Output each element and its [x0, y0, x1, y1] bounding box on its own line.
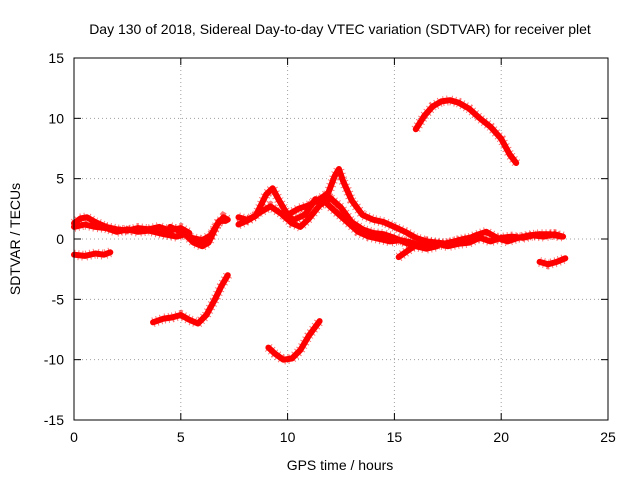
- chart-title: Day 130 of 2018, Sidereal Day-to-day VTE…: [89, 21, 591, 37]
- data-series-markers-s6: [237, 157, 471, 249]
- x-tick-label: 10: [280, 429, 296, 445]
- y-tick-label: 5: [56, 171, 64, 187]
- y-tick-label: -10: [44, 352, 64, 368]
- y-tick-label: 15: [48, 50, 64, 66]
- data-series-markers-s10: [264, 318, 324, 365]
- y-axis-label: SDTVAR / TECUs: [7, 183, 23, 295]
- x-tick-label: 0: [70, 429, 78, 445]
- x-tick-label: 15: [387, 429, 403, 445]
- data-series-s3: [167, 217, 229, 244]
- x-axis-label: GPS time / hours: [287, 457, 394, 473]
- y-tick-label: 10: [48, 110, 64, 126]
- plot-area: [70, 95, 569, 365]
- data-series-markers-s4: [73, 247, 113, 261]
- data-series-markers-s9: [395, 229, 565, 262]
- x-tick-label: 5: [177, 429, 185, 445]
- x-tick-label: 25: [600, 429, 616, 445]
- data-series-s5: [150, 272, 231, 327]
- x-tick-label: 20: [493, 429, 509, 445]
- y-tick-label: -15: [44, 412, 64, 428]
- data-series-s11: [412, 97, 520, 166]
- y-tick-label: -5: [52, 291, 65, 307]
- y-tick-label: 0: [56, 231, 64, 247]
- axis-ticks: 0 5 10 15 20 25 -15 -10 -5 0 5 10 15: [44, 50, 616, 445]
- data-series-s4: [71, 249, 114, 259]
- data-series-markers-s12: [538, 253, 568, 270]
